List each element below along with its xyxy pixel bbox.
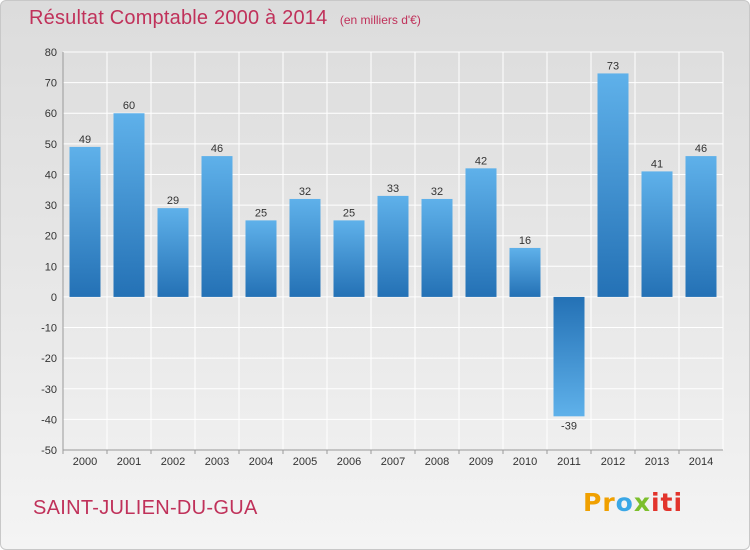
data-label: 25 [255, 207, 267, 219]
logo-part: x [633, 488, 651, 517]
x-tick-label: 2009 [469, 456, 493, 468]
x-tick-label: 2010 [513, 456, 537, 468]
bar [641, 171, 673, 297]
data-label: 25 [343, 207, 355, 219]
x-tick-label: 2008 [425, 456, 449, 468]
data-label: 42 [475, 155, 487, 167]
x-tick-label: 2013 [645, 456, 669, 468]
bar [421, 198, 453, 297]
y-tick-label: -30 [41, 384, 57, 396]
x-tick-label: 2001 [117, 456, 141, 468]
data-label: 73 [607, 60, 619, 72]
bar [553, 296, 585, 417]
x-tick-label: 2011 [557, 456, 581, 468]
y-tick-label: -40 [41, 414, 57, 426]
data-label: 60 [123, 100, 135, 112]
data-label: 29 [167, 195, 179, 207]
bar [685, 156, 717, 297]
bar [597, 73, 629, 297]
bar [289, 198, 321, 297]
commune-name: SAINT-JULIEN-DU-GUA [33, 497, 258, 519]
logo-part: o [615, 488, 634, 517]
y-tick-label: 60 [45, 108, 57, 120]
x-tick-label: 2007 [381, 456, 405, 468]
y-tick-label: 40 [45, 169, 57, 181]
y-tick-label: -20 [41, 353, 57, 365]
y-tick-label: 30 [45, 200, 57, 212]
x-tick-label: 2003 [205, 456, 229, 468]
data-label: 32 [431, 186, 443, 198]
y-tick-label: 70 [45, 78, 57, 90]
y-tick-label: 80 [45, 47, 57, 59]
chart-header: Résultat Comptable 2000 à 2014 (en milli… [29, 7, 421, 30]
data-label: 16 [519, 235, 531, 247]
x-tick-label: 2014 [689, 456, 713, 468]
label-layer: 49 60 29 46 25 32 25 33 32 42 16 -39 73 41 46 [79, 60, 707, 432]
x-tick-label: 2005 [293, 456, 317, 468]
bar [69, 146, 101, 297]
bar [245, 220, 277, 297]
bar [333, 220, 365, 297]
x-tick-label: 2000 [73, 456, 97, 468]
data-label: 33 [387, 183, 399, 195]
bar [201, 156, 233, 297]
chart-subtitle: (en milliers d'€) [339, 13, 421, 27]
proxiti-logo: Proxiti [583, 488, 683, 517]
data-label: 49 [79, 134, 91, 146]
bar [465, 168, 497, 297]
x-tick-label: 2004 [249, 456, 273, 468]
y-tick-label: 20 [45, 231, 57, 243]
data-label: -39 [561, 420, 577, 432]
y-tick-label: 0 [51, 292, 57, 304]
data-label: 32 [299, 186, 311, 198]
data-label: 46 [211, 143, 223, 155]
logo-part: Pr [583, 488, 616, 517]
y-tick-label: 10 [45, 261, 57, 273]
bar [113, 113, 145, 297]
bar [509, 247, 541, 297]
bar-layer [69, 73, 717, 417]
logo-part: iti [650, 488, 684, 517]
y-tick-label: -50 [41, 445, 57, 457]
data-label: 46 [695, 143, 707, 155]
data-label: 41 [651, 158, 663, 170]
x-tick-label: 2012 [601, 456, 625, 468]
x-tick-label: 2002 [161, 456, 185, 468]
chart-title: Résultat Comptable 2000 à 2014 [29, 7, 328, 29]
y-tick-label: 50 [45, 139, 57, 151]
axis-layer: -50 -40 -30 -20 -10 0 10 20 30 40 50 60 70 80 2000 2001… [41, 47, 723, 468]
bar [377, 195, 409, 297]
y-tick-label: -10 [41, 323, 57, 335]
bar [157, 208, 189, 297]
x-tick-label: 2006 [337, 456, 361, 468]
